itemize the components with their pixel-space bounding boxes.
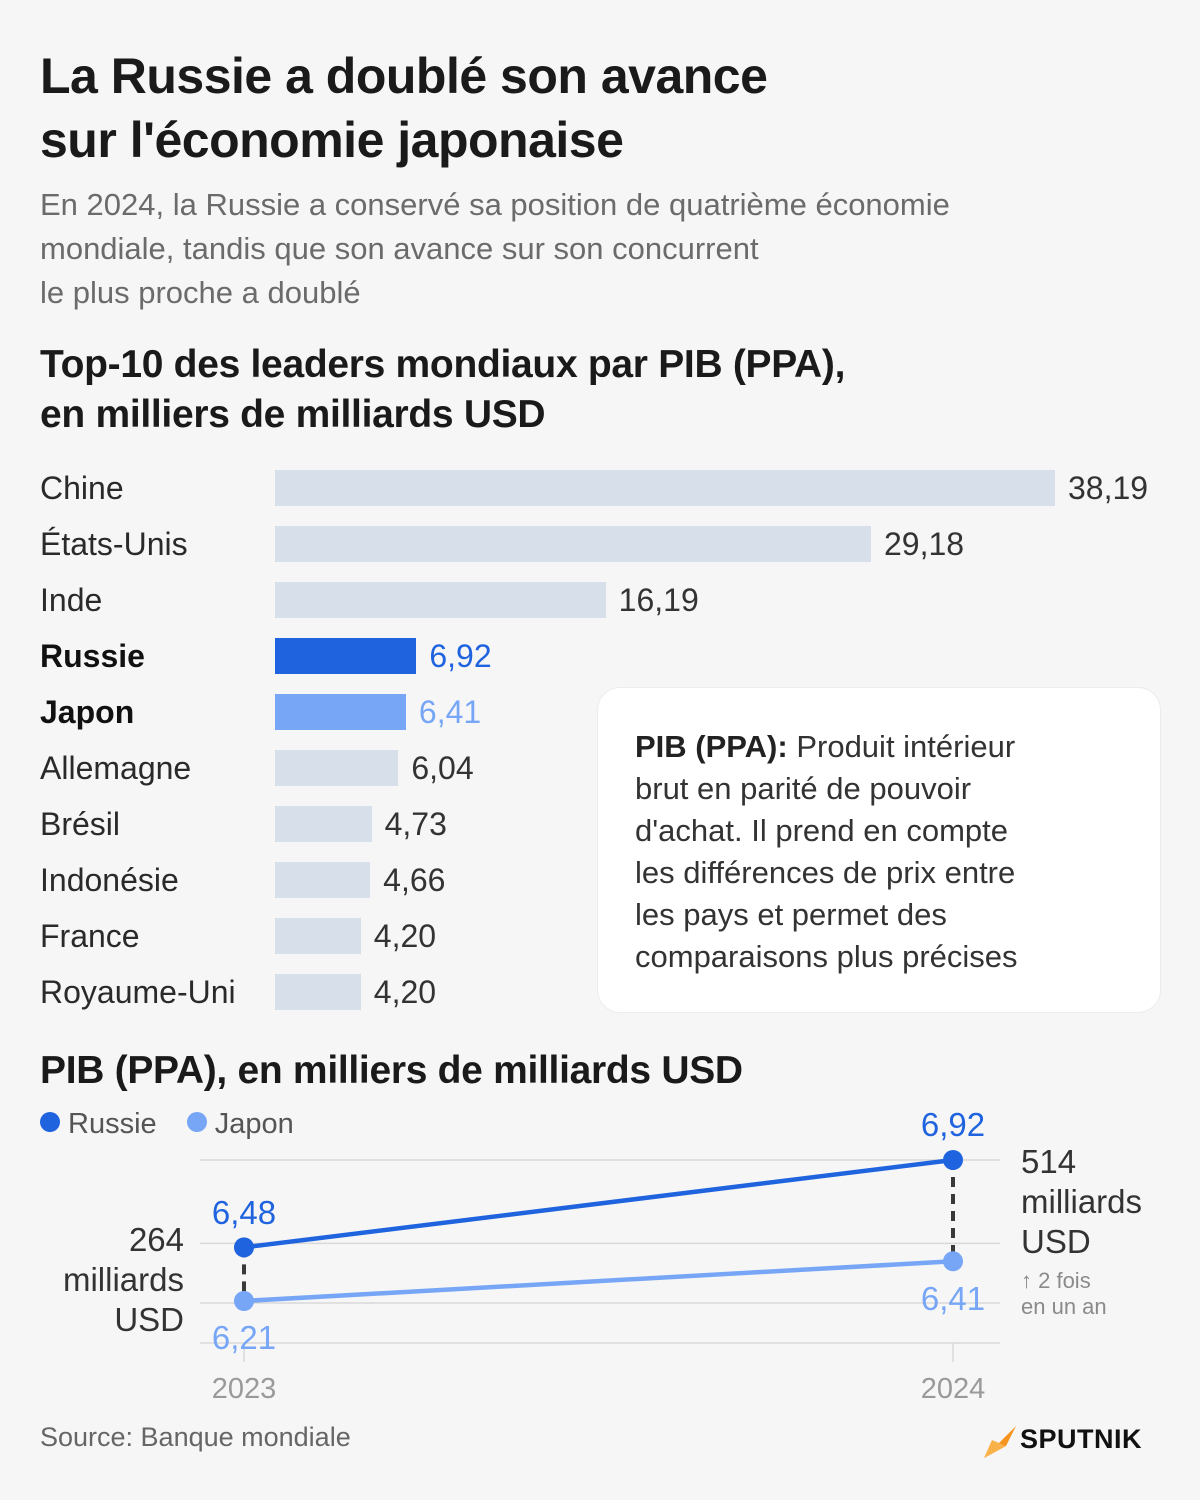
bar-france [275,918,361,954]
line-chart-title: PIB (PPA), en milliers de milliards USD [40,1046,1140,1096]
gap-2023-line-1: 264 [128,1221,184,1258]
bar-label: France [40,918,140,954]
bar-label: Russie [40,638,145,674]
legend-item-japan: Japon [186,1108,294,1141]
subtitle-line-1: En 2024, la Russie a conservé sa positio… [40,187,950,222]
bar-value-label: 4,20 [373,974,437,1010]
subtitle-line-2: mondiale, tandis que son avance sur son … [40,231,759,266]
sputnik-logo-icon [984,1426,1016,1458]
data-value-label: 6,21 [212,1319,276,1356]
title-line-2: sur l'économie japonaise [40,112,624,168]
bar-br-sil [275,806,372,842]
bar-chart-title-line-1: Top-10 des leaders mondiaux par PIB (PPA… [40,343,846,386]
note-line-1: PIB (PPA): Produit intérieur [635,726,1130,768]
growth-annotation: ↑ 2 fois en un an [1021,1268,1107,1320]
data-value-label: 6,92 [921,1106,985,1143]
bar-chine [275,470,1055,506]
note-line-6: comparaisons plus précises [635,939,1018,974]
gap-2024-line-2: milliards [1021,1183,1143,1220]
title-line-1: La Russie a doublé son avance [40,48,768,104]
bar-value-label: 6,92 [429,638,492,674]
bar-allemagne [275,750,399,786]
line-chart-legend: Russie Japon [40,1108,316,1141]
subtitle-line-3: le plus proche a doublé [40,275,361,310]
legend-dot-japan [186,1112,207,1132]
data-value-label: 6,41 [921,1280,985,1317]
legend-label-russia: Russie [68,1108,157,1140]
bar-japon [275,694,406,730]
bar-label: Japon [40,694,135,730]
data-value-label: 6,48 [212,1194,276,1231]
data-point-japon [234,1291,254,1311]
note-line-3: d'achat. Il prend en compte [635,813,1008,848]
data-point-russie [234,1237,254,1258]
bar-value-label: 6,41 [418,694,482,730]
bar-value-label: 6,04 [411,750,474,786]
page-subtitle: En 2024, la Russie a conservé sa positio… [40,183,1120,315]
bar-royaume-uni [275,974,361,1010]
bar-value-label: 4,66 [383,862,446,898]
gap-2024-line-3: USD [1021,1223,1091,1260]
gap-2024-line-1: 514 [1021,1143,1077,1180]
gap-2023-line-2: milliards [62,1261,184,1298]
page-title: La Russie a doublé son avance sur l'écon… [40,44,1040,172]
legend-label-japan: Japon [214,1108,294,1140]
gap-2024-label: 514 milliards USD [1021,1142,1142,1262]
bar-value-label: 29,18 [883,526,965,562]
growth-line-2: en un an [1021,1294,1107,1319]
brand-name: SPUTNIK [1020,1424,1143,1454]
x-tick-label: 2024 [921,1373,986,1405]
definition-note: PIB (PPA): Produit intérieur brut en par… [598,688,1160,1012]
x-tick-label: 2023 [212,1373,277,1405]
bar-label: Indonésie [40,862,179,898]
note-line-4: les différences de prix entre [635,855,1016,890]
bar-label: Allemagne [40,750,192,786]
bar-chart-title: Top-10 des leaders mondiaux par PIB (PPA… [40,340,1140,440]
gap-2023-line-3: USD [114,1301,184,1338]
line-chart-title-text: PIB (PPA), en milliers de milliards USD [40,1049,743,1092]
bar-value-label: 4,73 [384,806,447,842]
bar-label: Royaume-Uni [40,974,236,1010]
data-point-russie [943,1150,963,1170]
bar-label: États-Unis [40,526,188,562]
note-term: PIB (PPA): [635,729,788,764]
legend-dot-russia [40,1112,60,1132]
bar-label: Chine [40,470,124,506]
bar-value-label: 16,19 [618,582,699,618]
bar--tats-unis [275,526,871,562]
bar-value-label: 38,19 [1068,470,1149,506]
bar-inde [275,582,606,618]
bar-value-label: 4,20 [373,918,437,954]
series-line-russie [243,1157,954,1250]
data-point-japon [943,1251,963,1272]
series-line-japon [243,1259,954,1304]
gap-2023-label: 264 milliards USD [44,1220,184,1340]
bar-label: Inde [40,582,103,618]
bar-chart-title-line-2: en milliers de milliards USD [40,393,546,436]
bar-russie [275,638,417,674]
note-text-1: Produit intérieur [796,729,1016,764]
source-credit: Source: Banque mondiale [40,1422,351,1452]
bar-indon-sie [275,862,371,898]
note-line-5: les pays et permet des [635,897,947,932]
note-line-2: brut en parité de pouvoir [635,771,972,806]
legend-item-russia: Russie [40,1108,157,1141]
bar-label: Brésil [40,806,121,842]
growth-line-1: ↑ 2 fois [1021,1268,1091,1293]
